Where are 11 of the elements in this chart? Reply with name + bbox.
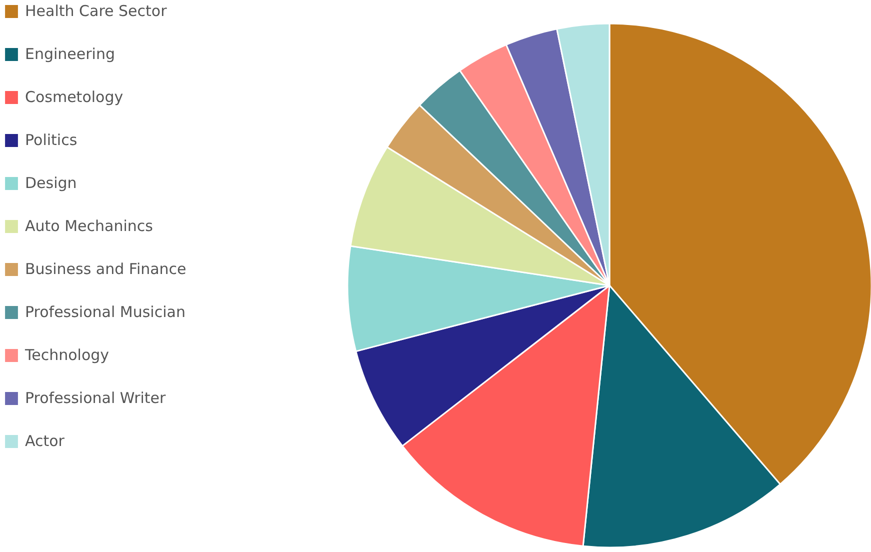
legend-label: Technology (25, 346, 110, 364)
legend-label: Actor (25, 432, 64, 450)
legend-label: Business and Finance (25, 260, 186, 278)
legend-label: Professional Musician (25, 303, 186, 321)
legend-label: Engineering (25, 45, 115, 63)
legend-label: Health Care Sector (25, 2, 167, 20)
legend-label: Cosmetology (25, 88, 124, 106)
legend-label: Politics (25, 131, 78, 149)
legend-label: Auto Mechanincs (25, 217, 153, 235)
legend-label: Design (25, 174, 77, 192)
legend-label: Professional Writer (25, 389, 166, 407)
